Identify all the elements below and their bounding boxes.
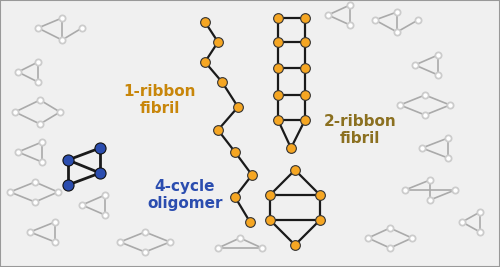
Text: 2-ribbon
fibril: 2-ribbon fibril	[324, 114, 396, 146]
Text: 4-cycle
oligomer: 4-cycle oligomer	[147, 179, 223, 211]
Text: 1-ribbon
fibril: 1-ribbon fibril	[124, 84, 196, 116]
